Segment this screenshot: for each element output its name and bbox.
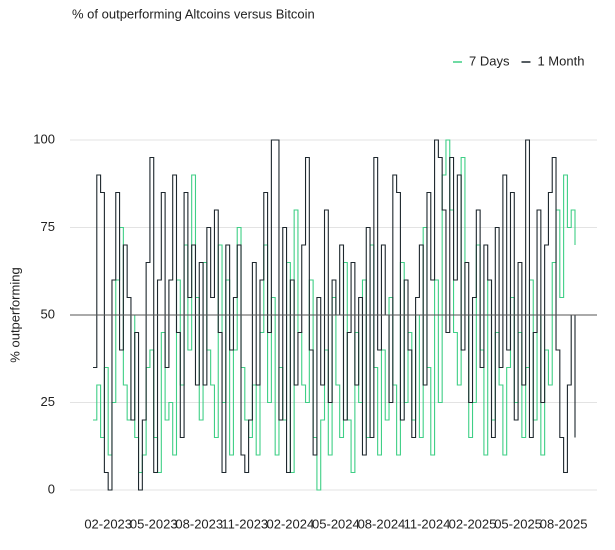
- y-tick-label: 25: [41, 394, 55, 409]
- x-tick-label: 08-2025: [540, 516, 588, 531]
- x-tick-label: 08-2023: [175, 516, 223, 531]
- y-tick-label: 100: [33, 131, 55, 146]
- y-tick-label: 50: [41, 306, 55, 321]
- x-tick-label: 02-2025: [449, 516, 497, 531]
- x-tick-label: 11-2023: [221, 516, 268, 531]
- y-tick-label: 0: [48, 481, 55, 496]
- x-tick-label: 08-2024: [358, 516, 406, 531]
- series-line: [93, 139, 576, 491]
- legend-label: 1 Month: [537, 53, 584, 68]
- y-tick-label: 75: [41, 219, 55, 234]
- x-tick-label: 05-2025: [494, 516, 542, 531]
- x-tick-label: 05-2023: [130, 516, 178, 531]
- y-axis-label: % outperforming: [7, 267, 22, 362]
- legend-label: 7 Days: [469, 53, 510, 68]
- x-tick-label: 05-2024: [312, 516, 360, 531]
- x-tick-label: 02-2024: [266, 516, 314, 531]
- chart-title: % of outperforming Altcoins versus Bitco…: [72, 6, 315, 21]
- x-tick-label: 11-2024: [404, 516, 451, 531]
- x-tick-label: 02-2023: [84, 516, 132, 531]
